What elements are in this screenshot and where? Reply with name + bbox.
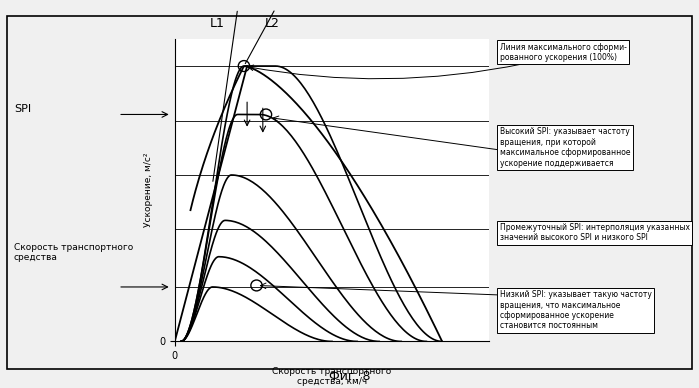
Text: SPI: SPI [14, 104, 31, 114]
Text: Фиг. 8: Фиг. 8 [329, 370, 370, 383]
Text: Низкий SPI: указывает такую частоту
вращения, что максимальное
сформированное ус: Низкий SPI: указывает такую частоту вращ… [500, 290, 651, 331]
Text: L1: L1 [209, 17, 224, 30]
Text: Промежуточный SPI: интерполяция указанных
значений высокого SPI и низкого SPI: Промежуточный SPI: интерполяция указанны… [500, 223, 690, 242]
Y-axis label: Ускорение, м/с²: Ускорение, м/с² [145, 153, 153, 227]
Text: L2: L2 [265, 17, 280, 30]
X-axis label: Скорость транспортного
средства, км/ч: Скорость транспортного средства, км/ч [273, 367, 391, 386]
Text: Высокий SPI: указывает частоту
вращения, при которой
максимальное сформированное: Высокий SPI: указывает частоту вращения,… [500, 127, 630, 168]
Text: Линия максимального сформи-
рованного ускорения (100%): Линия максимального сформи- рованного ус… [500, 43, 627, 62]
Text: Скорость транспортного
средства: Скорость транспортного средства [14, 242, 134, 262]
